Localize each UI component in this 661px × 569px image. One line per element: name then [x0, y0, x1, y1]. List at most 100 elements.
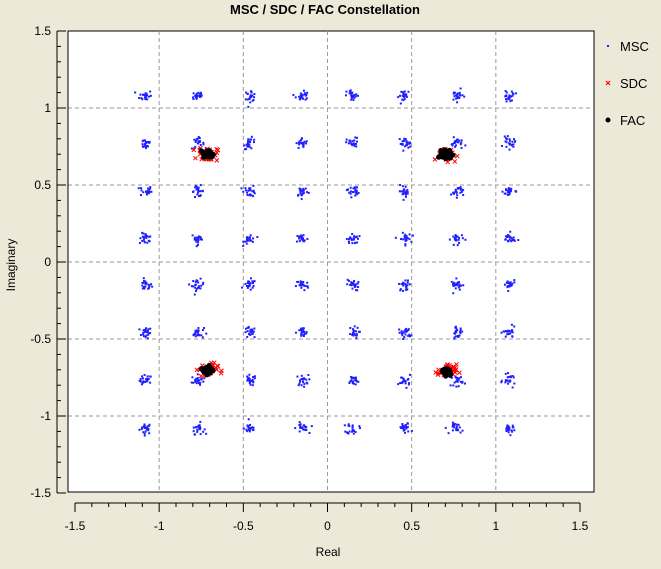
msc-point — [196, 142, 199, 145]
msc-point — [464, 382, 467, 385]
msc-point — [302, 330, 305, 333]
msc-cluster — [500, 372, 516, 389]
msc-point — [248, 373, 251, 376]
msc-point — [455, 428, 458, 431]
msc-point — [510, 90, 513, 93]
msc-point — [348, 92, 351, 95]
msc-cluster — [399, 422, 413, 434]
msc-point — [350, 196, 353, 199]
msc-point — [400, 283, 403, 286]
msc-point — [458, 283, 461, 286]
msc-point — [399, 183, 402, 186]
msc-cluster — [240, 184, 256, 198]
legend-item-fac[interactable]: FAC — [605, 113, 646, 128]
msc-point — [249, 288, 252, 291]
msc-point — [405, 330, 408, 333]
msc-point — [141, 231, 144, 234]
msc-point — [454, 284, 457, 287]
msc-point — [203, 327, 206, 330]
msc-point — [298, 421, 301, 424]
msc-point — [250, 330, 253, 333]
msc-cluster — [500, 323, 516, 338]
msc-cluster — [500, 135, 517, 151]
msc-point — [246, 326, 249, 329]
msc-point — [194, 94, 197, 97]
msc-point — [357, 237, 360, 240]
msc-point — [192, 381, 195, 384]
msc-cluster — [242, 418, 255, 433]
msc-point — [458, 426, 461, 429]
msc-point — [251, 328, 254, 331]
msc-point — [138, 328, 141, 331]
msc-point — [246, 92, 249, 95]
msc-point — [459, 332, 462, 335]
msc-point — [247, 425, 250, 428]
msc-point — [353, 376, 356, 379]
msc-point — [508, 191, 511, 194]
msc-point — [400, 376, 403, 379]
msc-point — [504, 188, 507, 191]
msc-point — [252, 376, 255, 379]
msc-point — [353, 379, 356, 382]
msc-point — [295, 142, 298, 145]
msc-point — [247, 333, 250, 336]
msc-point — [355, 334, 358, 337]
msc-point — [305, 97, 308, 100]
msc-point — [403, 336, 406, 339]
legend-label-fac: FAC — [620, 113, 645, 128]
msc-point — [246, 194, 249, 197]
msc-point — [501, 190, 504, 193]
msc-point — [147, 332, 150, 335]
msc-point — [460, 234, 463, 237]
msc-point — [350, 237, 353, 240]
msc-point — [305, 428, 308, 431]
msc-cluster — [397, 90, 410, 105]
msc-point — [349, 283, 352, 286]
msc-point — [403, 379, 406, 382]
msc-point — [202, 281, 205, 284]
msc-point — [406, 237, 409, 240]
msc-point — [300, 238, 303, 241]
msc-point — [353, 329, 356, 332]
msc-point — [302, 187, 305, 190]
msc-point — [144, 93, 147, 96]
msc-point — [403, 97, 406, 100]
msc-point — [353, 186, 356, 189]
msc-point — [401, 94, 404, 97]
msc-point — [145, 377, 148, 380]
msc-point — [249, 194, 252, 197]
msc-point — [297, 141, 300, 144]
msc-point — [296, 375, 299, 378]
msc-point — [345, 189, 348, 192]
msc-point — [509, 376, 512, 379]
msc-point — [509, 281, 512, 284]
msc-point — [249, 187, 252, 190]
msc-point — [300, 137, 303, 140]
msc-point — [505, 429, 508, 432]
msc-point — [398, 94, 401, 97]
msc-cluster — [394, 231, 414, 247]
msc-point — [302, 144, 305, 147]
msc-point — [513, 279, 516, 282]
msc-point — [505, 427, 508, 430]
msc-point — [196, 94, 199, 97]
msc-point — [345, 141, 348, 144]
msc-point — [246, 98, 249, 101]
msc-point — [401, 185, 404, 188]
legend-item-sdc[interactable]: SDC — [605, 76, 647, 91]
msc-point — [148, 188, 151, 191]
msc-point — [146, 380, 149, 383]
msc-point — [505, 100, 508, 103]
legend-item-msc[interactable]: MSC — [607, 39, 649, 54]
msc-point — [351, 242, 354, 245]
msc-point — [246, 330, 249, 333]
msc-point — [144, 280, 147, 283]
msc-point — [402, 99, 405, 102]
msc-point — [245, 143, 248, 146]
msc-point — [506, 239, 509, 242]
msc-point — [399, 289, 402, 292]
msc-point — [348, 191, 351, 194]
msc-point — [408, 373, 411, 376]
msc-point — [411, 234, 414, 237]
